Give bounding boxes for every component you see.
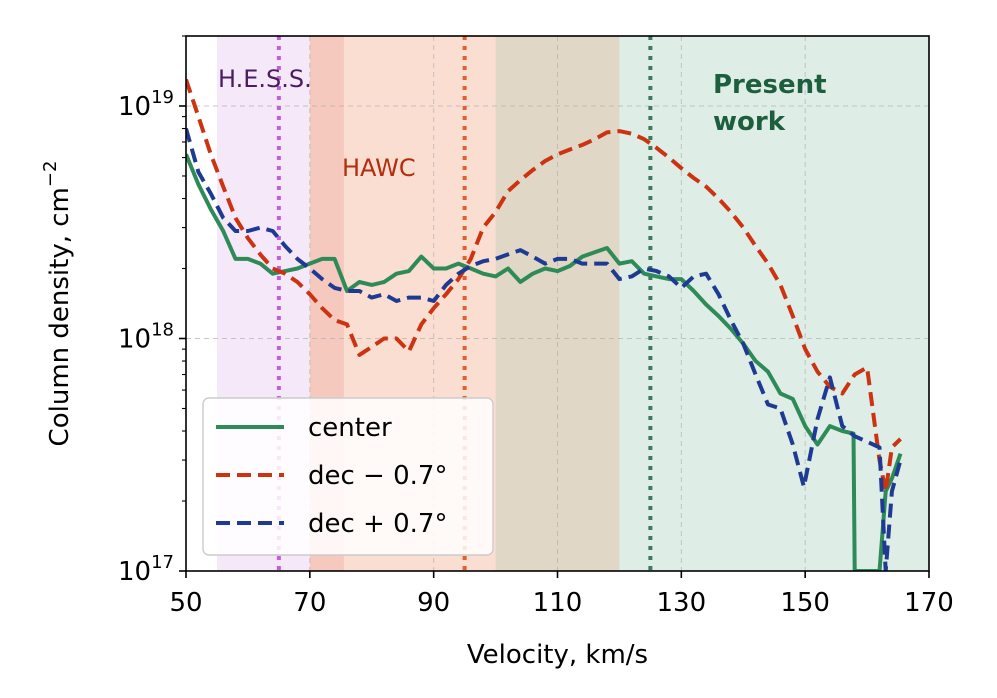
legend-label-center: center (308, 413, 392, 443)
region-labels: H.E.S.S. HAWC Present work (218, 65, 827, 182)
hawc-label: HAWC (342, 154, 416, 182)
x-tick-label: 50 (169, 588, 202, 618)
x-tick-label: 150 (780, 588, 830, 618)
x-tick-label: 110 (533, 588, 583, 618)
x-tick-label: 170 (904, 588, 954, 618)
hess-label: H.E.S.S. (218, 65, 312, 93)
x-tick-label: 130 (657, 588, 707, 618)
legend-box (202, 397, 494, 556)
x-tick-label: 70 (293, 588, 326, 618)
x-tick-label: 90 (417, 588, 450, 618)
legend-label-dec-plus: dec + 0.7° (308, 509, 447, 539)
present-label-1: Present (713, 70, 827, 100)
legend: center dec − 0.7° dec + 0.7° (202, 397, 494, 556)
y-tick-label: 1019 (118, 87, 174, 122)
series-line-dec-minus (186, 78, 902, 494)
y-tick-label: 1017 (118, 552, 174, 587)
series-line-center (186, 153, 903, 571)
x-axis-label: Velocity, km/s (467, 640, 648, 670)
band-present (619, 36, 929, 571)
data-series (186, 78, 903, 571)
axes: 50 70 90 110 130 150 170 1017 1018 1019 Velocity, … (40, 35, 954, 670)
y-tick-label: 1018 (118, 319, 174, 354)
y-axis-label: Column density, cm−2 (40, 161, 75, 447)
region-bands (216, 36, 929, 571)
legend-label-dec-minus: dec − 0.7° (308, 461, 447, 491)
present-label-2: work (713, 107, 786, 137)
